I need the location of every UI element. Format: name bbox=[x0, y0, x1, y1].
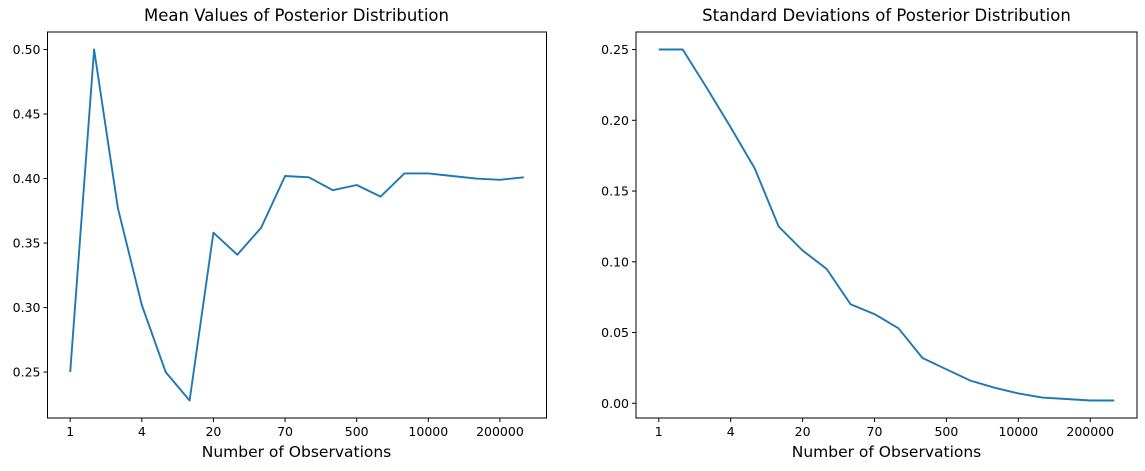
y-axis-tick-label: 0.05 bbox=[601, 325, 629, 340]
y-axis-tick-label: 0.35 bbox=[13, 236, 41, 251]
x-axis-tick-label: 20 bbox=[205, 424, 221, 439]
x-axis-tick-label: 200000 bbox=[1066, 424, 1114, 439]
x-axis-tick-label: 10000 bbox=[408, 424, 448, 439]
y-axis-tick-label: 0.25 bbox=[13, 365, 41, 380]
x-axis-label-mean: Number of Observations bbox=[201, 443, 392, 461]
y-axis-tick-label: 0.30 bbox=[13, 300, 41, 315]
chart-title-std: Standard Deviations of Posterior Distrib… bbox=[702, 6, 1071, 25]
y-axis-tick-label: 0.50 bbox=[13, 42, 41, 57]
plot-border bbox=[635, 31, 1138, 419]
x-axis-tick-label: 4 bbox=[138, 424, 146, 439]
data-line-std bbox=[658, 48, 1115, 402]
x-axis-tick-label: 200000 bbox=[476, 424, 524, 439]
y-axis-tick-label: 0.45 bbox=[13, 107, 41, 122]
y-axis-tick-label: 0.15 bbox=[601, 184, 629, 199]
subplot-std: 1 4 20 70 500 10000 200000 0.00 0.05 0.10 0.15 0.20… bbox=[601, 31, 1138, 439]
x-axis-tick-label: 10000 bbox=[998, 424, 1038, 439]
y-axis-tick-label: 0.10 bbox=[601, 254, 629, 269]
y-axis-tick-label: 0.20 bbox=[601, 113, 629, 128]
x-axis-tick-label: 1 bbox=[655, 424, 663, 439]
y-axis-tick-label: 0.00 bbox=[601, 396, 629, 411]
subplot-mean: 1 4 20 70 500 10000 200000 0.25 0.30 0.35 0.40 0.45… bbox=[13, 31, 547, 439]
x-axis-tick-label: 4 bbox=[727, 424, 735, 439]
plot-border bbox=[47, 31, 547, 419]
x-axis-tick-label: 20 bbox=[795, 424, 811, 439]
x-axis-tick-label: 70 bbox=[867, 424, 883, 439]
x-axis-tick-label: 500 bbox=[345, 424, 369, 439]
y-axis-tick-label: 0.25 bbox=[601, 42, 629, 57]
x-axis-label-std: Number of Observations bbox=[791, 443, 982, 461]
x-axis-tick-label: 500 bbox=[934, 424, 958, 439]
x-axis-tick-label: 70 bbox=[277, 424, 293, 439]
chart-title-mean: Mean Values of Posterior Distribution bbox=[144, 6, 449, 25]
y-axis-tick-label: 0.40 bbox=[13, 171, 41, 186]
x-axis-tick-label: 1 bbox=[66, 424, 74, 439]
data-line-mean bbox=[69, 48, 524, 402]
